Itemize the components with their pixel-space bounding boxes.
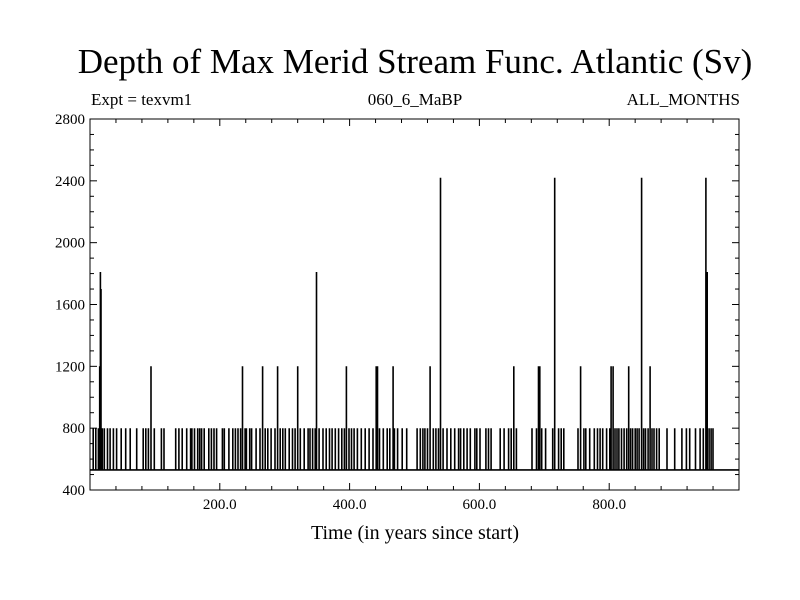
x-tick-label: 800.0 (592, 497, 626, 513)
x-axis-label: Time (in years since start) (310, 522, 520, 544)
y-tick-label: 400 (63, 483, 86, 499)
y-tick-label: 2000 (55, 236, 85, 252)
months-label: ALL_MONTHS (626, 90, 740, 109)
run-label: 060_6_MaBP (367, 90, 463, 109)
y-tick-label: 800 (63, 421, 86, 437)
y-tick-label: 2800 (55, 112, 85, 128)
chart-title: Depth of Max Merid Stream Func. Atlantic… (77, 42, 753, 81)
y-tick-label: 2400 (55, 174, 85, 190)
y-tick-label: 1600 (55, 298, 85, 314)
x-tick-label: 600.0 (463, 497, 497, 513)
y-tick-label: 1200 (55, 359, 85, 375)
series-line (90, 177, 739, 471)
x-tick-label: 400.0 (333, 497, 367, 513)
experiment-label: Expt = texvm1 (91, 90, 193, 109)
x-tick-label: 200.0 (203, 497, 237, 513)
